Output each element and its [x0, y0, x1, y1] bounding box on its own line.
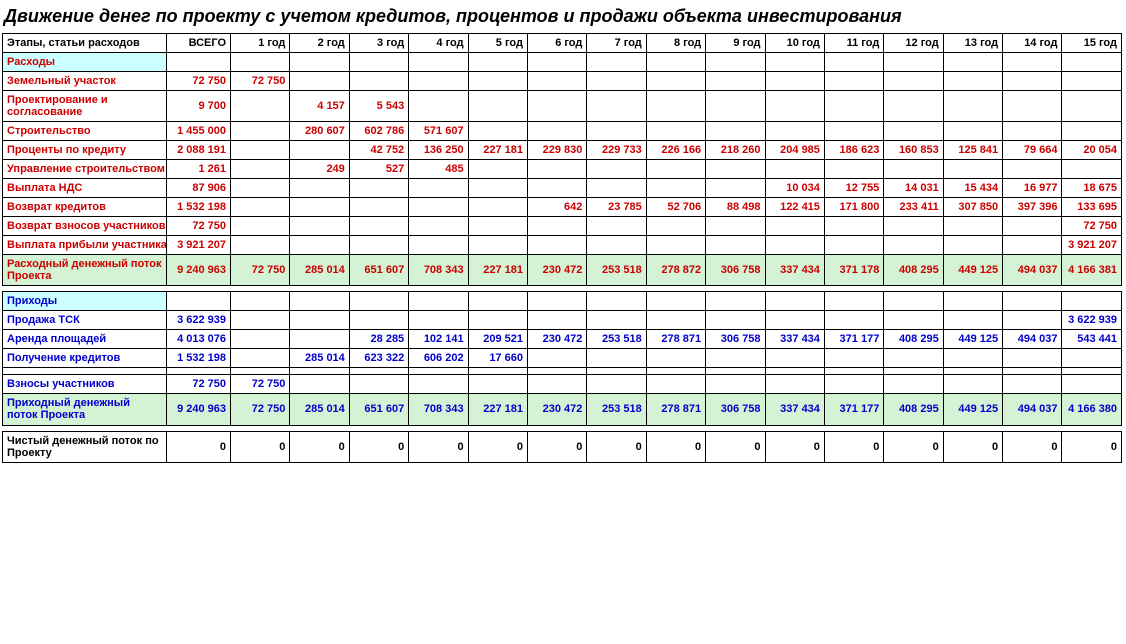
section-label: Расходы [3, 53, 167, 72]
row-label: Строительство [3, 122, 167, 141]
row-label: Получение кредитов [3, 349, 167, 368]
subtotal-label: Приходный денежный поток Проекта [3, 394, 167, 425]
col-year: 7 год [587, 34, 646, 53]
row-label: Возврат кредитов [3, 198, 167, 217]
row-label: Управление строительством [3, 160, 167, 179]
row-label: Выплата прибыли участникам [3, 236, 167, 255]
table-row: Земельный участок72 75072 750 [3, 72, 1122, 91]
section-header: Расходы [3, 53, 1122, 72]
col-year: 8 год [646, 34, 705, 53]
row-label [3, 368, 167, 375]
row-label: Аренда площадей [3, 330, 167, 349]
col-label: Этапы, статьи расходов [3, 34, 167, 53]
cashflow-table: Этапы, статьи расходов ВСЕГО 1 год 2 год… [2, 33, 1122, 463]
table-row: Взносы участников72 75072 750 [3, 375, 1122, 394]
col-year: 4 год [409, 34, 468, 53]
header-row: Этапы, статьи расходов ВСЕГО 1 год 2 год… [3, 34, 1122, 53]
table-row: Возврат взносов участников72 75072 750 [3, 217, 1122, 236]
table-row: Выплата НДС87 90610 03412 75514 03115 43… [3, 179, 1122, 198]
page-title: Движение денег по проекту с учетом креди… [4, 6, 1122, 27]
col-year: 6 год [527, 34, 586, 53]
col-year: 13 год [943, 34, 1002, 53]
subtotal-row: Приходный денежный поток Проекта9 240 96… [3, 394, 1122, 425]
col-year: 3 год [349, 34, 408, 53]
net-row: Чистый денежный поток по Проекту00000000… [3, 431, 1122, 462]
row-label: Продажа ТСК [3, 311, 167, 330]
table-row: Аренда площадей4 013 07628 285102 141209… [3, 330, 1122, 349]
subtotal-row: Расходный денежный поток Проекта9 240 96… [3, 255, 1122, 286]
col-year: 9 год [706, 34, 765, 53]
col-year: 1 год [231, 34, 290, 53]
col-year: 15 год [1062, 34, 1122, 53]
col-total: ВСЕГО [167, 34, 231, 53]
row-label: Земельный участок [3, 72, 167, 91]
table-row: Проектирование и согласование9 7004 1575… [3, 91, 1122, 122]
row-label: Проектирование и согласование [3, 91, 167, 122]
table-row: Управление строительством1 261249527485 [3, 160, 1122, 179]
table-row: Возврат кредитов1 532 19864223 78552 706… [3, 198, 1122, 217]
col-year: 12 год [884, 34, 943, 53]
table-row: Выплата прибыли участникам3 921 2073 921… [3, 236, 1122, 255]
col-year: 5 год [468, 34, 527, 53]
table-row: Продажа ТСК3 622 9393 622 939 [3, 311, 1122, 330]
table-row: Получение кредитов1 532 198285 014623 32… [3, 349, 1122, 368]
section-header: Приходы [3, 292, 1122, 311]
table-row: Строительство1 455 000280 607602 786571 … [3, 122, 1122, 141]
table-row [3, 368, 1122, 375]
row-label: Возврат взносов участников [3, 217, 167, 236]
net-label: Чистый денежный поток по Проекту [3, 431, 167, 462]
col-year: 2 год [290, 34, 349, 53]
section-label: Приходы [3, 292, 167, 311]
col-year: 11 год [824, 34, 883, 53]
table-row: Проценты по кредиту2 088 19142 752136 25… [3, 141, 1122, 160]
col-year: 14 год [1003, 34, 1062, 53]
col-year: 10 год [765, 34, 824, 53]
row-label: Взносы участников [3, 375, 167, 394]
subtotal-label: Расходный денежный поток Проекта [3, 255, 167, 286]
row-label: Проценты по кредиту [3, 141, 167, 160]
row-label: Выплата НДС [3, 179, 167, 198]
